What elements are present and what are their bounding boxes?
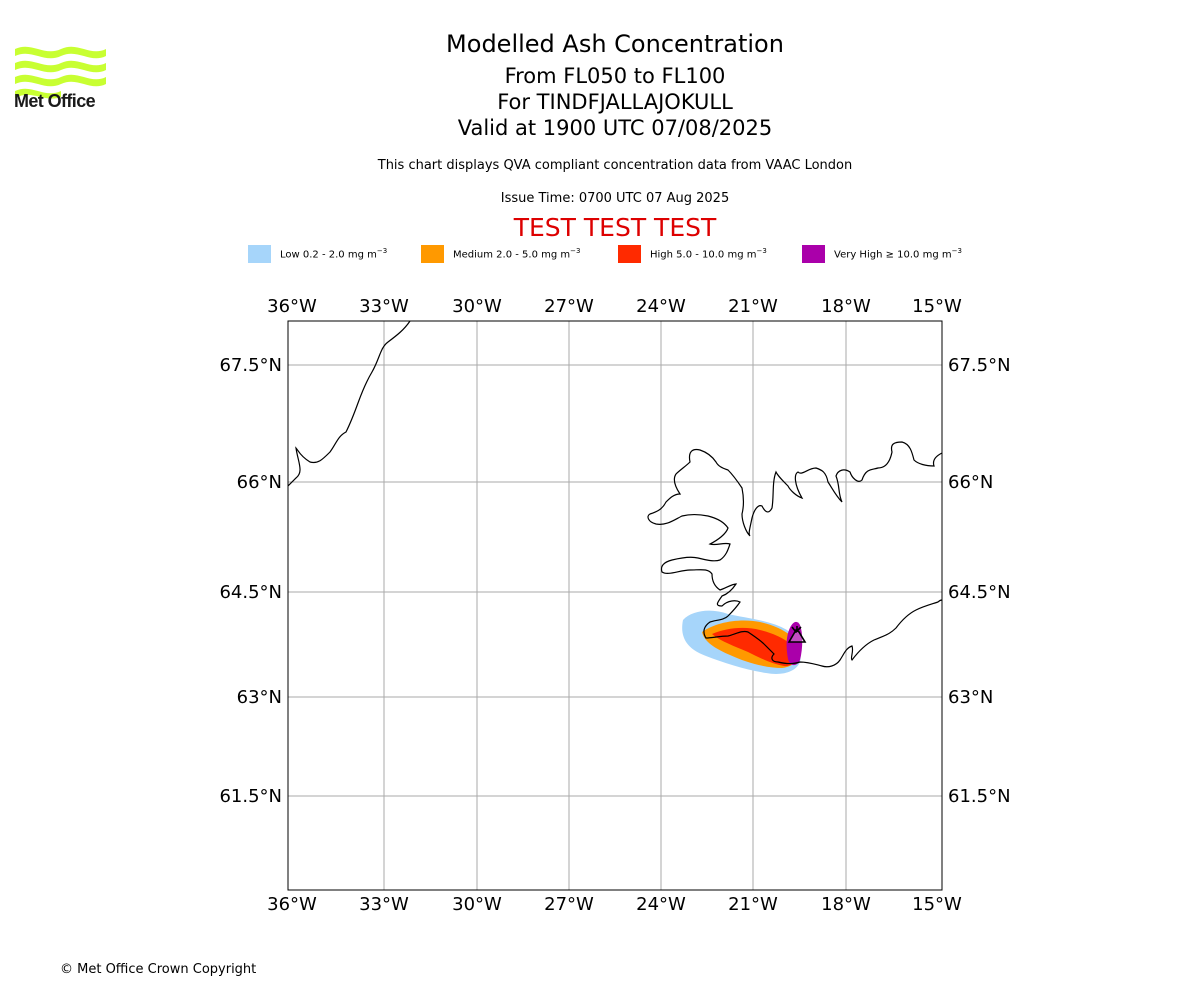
lon-tick-top-2: 30°W <box>452 296 502 317</box>
lon-tick-bottom-1: 33°W <box>359 894 409 915</box>
issue-time: Issue Time: 0700 UTC 07 Aug 2025 <box>500 191 730 206</box>
legend-swatch-low <box>248 245 271 263</box>
test-banner: TEST TEST TEST <box>513 213 717 242</box>
lon-tick-bottom-5: 21°W <box>728 894 778 915</box>
lon-tick-top-6: 18°W <box>821 296 871 317</box>
lat-tick-left-3: 63°N <box>237 687 282 708</box>
legend-very-high: Very High ≥ 10.0 mg m−3 <box>802 245 962 263</box>
lon-tick-bottom-7: 15°W <box>912 894 962 915</box>
ash-zone-high <box>712 627 797 667</box>
chart-title: Modelled Ash Concentration <box>446 30 784 58</box>
lat-tick-right-1: 66°N <box>948 472 993 493</box>
lon-tick-bottom-4: 24°W <box>636 894 686 915</box>
lat-tick-right-4: 61.5°N <box>948 786 1011 807</box>
lon-tick-top-5: 21°W <box>728 296 778 317</box>
lon-tick-bottom-3: 27°W <box>544 894 594 915</box>
volcano-icon <box>787 626 807 643</box>
lon-tick-top-4: 24°W <box>636 296 686 317</box>
legend-medium: Medium 2.0 - 5.0 mg m−3 <box>421 245 580 263</box>
lat-tick-left-4: 61.5°N <box>219 786 282 807</box>
iceland-coast <box>647 441 942 668</box>
legend-swatch-very-high <box>802 245 825 263</box>
legend-label-medium: Medium 2.0 - 5.0 mg m <box>453 249 571 261</box>
ash-zone-very-high <box>786 621 803 666</box>
legend-swatch-medium <box>421 245 444 263</box>
lat-tick-right-0: 67.5°N <box>948 355 1011 376</box>
legend-label-very-high: Very High ≥ 10.0 mg m <box>834 249 952 261</box>
lon-tick-top-7: 15°W <box>912 296 962 317</box>
valid-time: Valid at 1900 UTC 07/08/2025 <box>457 116 773 140</box>
legend-label-low: Low 0.2 - 2.0 mg m <box>280 249 377 261</box>
lat-tick-left-1: 66°N <box>237 472 282 493</box>
map-grid <box>288 321 942 890</box>
coastline <box>288 321 942 668</box>
legend-low: Low 0.2 - 2.0 mg m−3 <box>248 245 387 263</box>
lon-tick-bottom-0: 36°W <box>267 894 317 915</box>
legend-swatch-high <box>618 245 641 263</box>
lat-tick-left-0: 67.5°N <box>219 355 282 376</box>
met-office-logo <box>15 46 106 99</box>
lat-tick-right-2: 64.5°N <box>948 582 1011 603</box>
legend-label-high: High 5.0 - 10.0 mg m <box>650 249 757 261</box>
greenland-coast <box>288 321 411 487</box>
chart-description: This chart displays QVA compliant concen… <box>377 158 853 173</box>
lat-tick-right-3: 63°N <box>948 687 993 708</box>
lon-tick-top-3: 27°W <box>544 296 594 317</box>
volcano-name: For TINDFJALLAJOKULL <box>497 90 733 114</box>
lat-tick-left-2: 64.5°N <box>219 582 282 603</box>
lon-tick-top-0: 36°W <box>267 296 317 317</box>
lon-tick-bottom-2: 30°W <box>452 894 502 915</box>
lon-tick-bottom-6: 18°W <box>821 894 871 915</box>
map-frame <box>287 320 943 891</box>
met-office-logo-text: Met Office <box>14 91 96 111</box>
lon-tick-top-1: 33°W <box>359 296 409 317</box>
legend-high: High 5.0 - 10.0 mg m−3 <box>618 245 767 263</box>
copyright-notice: © Met Office Crown Copyright <box>60 962 257 977</box>
flight-level-range: From FL050 to FL100 <box>504 64 726 88</box>
